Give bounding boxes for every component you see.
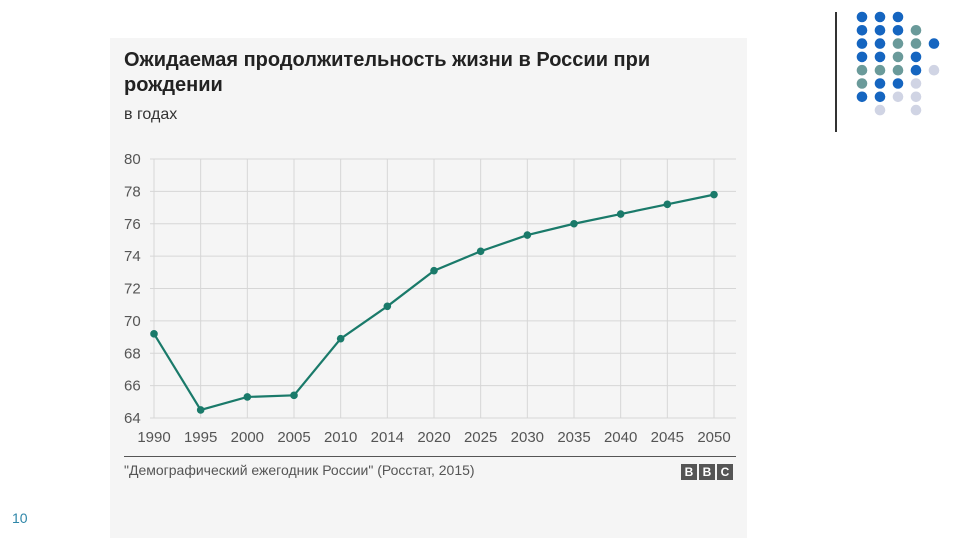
x-tick-label: 2005 [277, 429, 310, 446]
y-tick-label: 66 [124, 378, 141, 395]
decorative-dot [856, 11, 868, 23]
decorative-dot [910, 104, 922, 116]
data-point [523, 231, 532, 239]
decorative-dot [892, 38, 904, 49]
data-point [290, 391, 298, 400]
x-tick-label: 2040 [604, 429, 637, 446]
x-tick-label: 2050 [697, 429, 730, 446]
slide-number: 10 [12, 510, 28, 526]
decorative-dot [874, 91, 886, 103]
x-tick-label: 2030 [511, 429, 544, 446]
data-point [243, 393, 252, 401]
decorative-dot [910, 51, 922, 63]
y-tick-label: 64 [124, 410, 141, 427]
decorative-dot [874, 38, 886, 49]
decorative-dot [874, 11, 886, 23]
x-tick-label: 1995 [184, 429, 217, 446]
data-point [150, 330, 158, 338]
y-tick-label: 76 [124, 216, 141, 233]
y-tick-label: 74 [124, 248, 141, 265]
decorative-dot [910, 78, 922, 89]
data-point [476, 247, 485, 256]
decorative-dot [892, 11, 904, 23]
decorative-dot [874, 104, 886, 116]
decorative-dot [910, 38, 922, 49]
decorative-dot [892, 78, 904, 89]
decorative-dot [928, 38, 940, 49]
data-point [336, 334, 345, 343]
data-point [383, 302, 392, 311]
x-tick-label: 2045 [651, 429, 684, 446]
x-tick-label: 2020 [417, 429, 450, 446]
data-point [616, 210, 625, 218]
data-point [570, 219, 578, 228]
bbc-logo: B B C [681, 464, 733, 480]
decorative-dot [910, 64, 922, 76]
source-note: "Демографический ежегодник России" (Росс… [124, 462, 475, 478]
chart-title: Ожидаемая продолжительность жизни в Росс… [124, 49, 651, 96]
data-point [710, 190, 718, 199]
data-point [196, 406, 205, 414]
y-tick-label: 80 [124, 151, 141, 168]
decorative-dot [874, 51, 886, 63]
decorative-dot [892, 91, 904, 103]
decorative-dot [856, 38, 868, 49]
decorative-dot [874, 64, 886, 76]
decorative-dot [892, 25, 904, 36]
x-tick-label: 2000 [231, 429, 264, 446]
footer-divider [124, 456, 736, 457]
decorative-dot [928, 64, 940, 76]
y-tick-label: 78 [124, 183, 141, 200]
decorative-dot [856, 51, 868, 63]
x-tick-label: 1990 [137, 429, 170, 446]
chart-subtitle: в годах [124, 106, 178, 123]
decorative-dot [856, 64, 868, 76]
y-tick-label: 70 [124, 313, 141, 330]
decorative-dot [874, 25, 886, 36]
x-tick-label: 2014 [371, 429, 404, 446]
bbc-logo-letter-1: B [681, 464, 697, 480]
x-tick-label: 2035 [557, 429, 590, 446]
decorative-dot [856, 91, 868, 103]
decorative-dot [856, 25, 868, 36]
x-tick-label: 2010 [324, 429, 357, 446]
data-point [430, 266, 438, 275]
decorative-vertical-line [835, 12, 837, 132]
data-point [663, 200, 672, 209]
bbc-logo-letter-2: B [699, 464, 715, 480]
bbc-logo-letter-3: C [717, 464, 733, 480]
x-tick-label: 2025 [464, 429, 497, 446]
decorative-dot [892, 51, 904, 63]
decorative-dot [874, 78, 886, 89]
decorative-dot [892, 64, 904, 76]
decorative-dot [910, 91, 922, 103]
y-tick-label: 68 [124, 345, 141, 362]
y-tick-label: 72 [124, 281, 141, 298]
decorative-dot [856, 78, 868, 89]
decorative-dot [910, 25, 922, 36]
